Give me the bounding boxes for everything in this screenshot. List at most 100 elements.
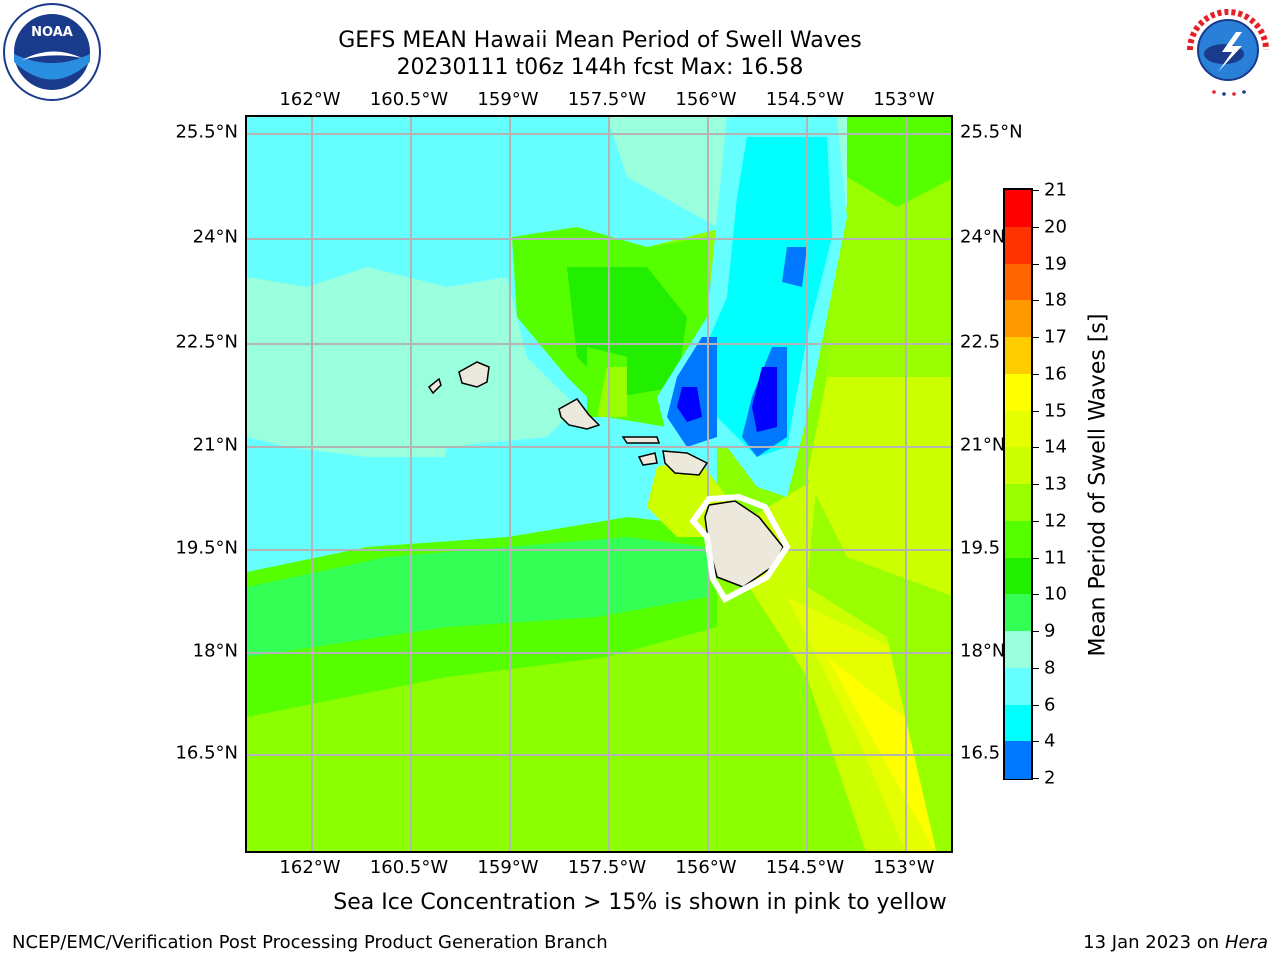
lon-label-bottom: 157.5°W xyxy=(567,857,647,878)
lon-label-bottom: 160.5°W xyxy=(369,857,449,878)
colorbar-segment xyxy=(1005,337,1031,375)
sea-ice-note: Sea Ice Concentration > 15% is shown in … xyxy=(333,890,947,915)
colorbar-label: Mean Period of Swell Waves [s] xyxy=(1085,313,1111,657)
colorbar-tick-mark xyxy=(1031,704,1039,706)
lat-label-left: 19.5°N xyxy=(175,537,238,559)
colorbar-tick-mark xyxy=(1031,484,1039,485)
lon-label-bottom: 159°W xyxy=(477,857,539,878)
colorbar-tick-label: 16 xyxy=(1044,363,1067,385)
colorbar-tick-label: 21 xyxy=(1044,179,1067,201)
lon-label-bottom: 162°W xyxy=(279,857,341,878)
colorbar-tick-label: 17 xyxy=(1044,326,1067,348)
lat-label-right: 24°N xyxy=(960,226,1006,248)
colorbar-segment xyxy=(1005,190,1031,228)
colorbar-tick-label: 2 xyxy=(1044,767,1056,789)
colorbar-tick-label: 19 xyxy=(1044,253,1067,274)
colorbar-tick-mark xyxy=(1031,410,1039,412)
colorbar-segment xyxy=(1005,667,1031,705)
colorbar-segment xyxy=(1005,484,1031,522)
map-title: GEFS MEAN Hawaii Mean Period of Swell Wa… xyxy=(338,28,862,53)
colorbar-tick-label: 10 xyxy=(1044,583,1067,605)
footer-branch: NCEP/EMC/Verification Post Processing Pr… xyxy=(12,932,608,953)
island-oahu xyxy=(558,398,601,430)
lon-label-top: 156°W xyxy=(675,89,737,110)
colorbar-segment xyxy=(1005,226,1031,264)
colorbar-tick-mark xyxy=(1031,778,1039,779)
lon-label-top: 157.5°W xyxy=(567,89,647,110)
island-hawaii-big-island xyxy=(704,500,784,588)
noaa-logo-text: NOAA xyxy=(31,25,73,40)
footer-date: 13 Jan 2023 on Hera xyxy=(1083,932,1268,953)
colorbar-tick-mark xyxy=(1031,190,1039,191)
colorbar-segment xyxy=(1005,300,1031,338)
colorbar-tick-mark xyxy=(1031,226,1039,228)
lon-label-top: 160.5°W xyxy=(369,89,449,110)
island-maui xyxy=(662,450,709,476)
lat-label-left: 25.5°N xyxy=(175,121,238,143)
lon-label-bottom: 153°W xyxy=(873,857,935,878)
colorbar-tick-label: 8 xyxy=(1044,657,1056,679)
colorbar-segment xyxy=(1005,594,1031,632)
colorbar-segment xyxy=(1005,263,1031,301)
lat-label-right: 16.5 xyxy=(960,742,1001,764)
colorbar-segment xyxy=(1005,447,1031,485)
island-niihau xyxy=(427,377,442,395)
lat-label-right: 21°N xyxy=(960,434,1006,456)
colorbar-tick-label: 6 xyxy=(1044,694,1056,715)
colorbar-tick-mark xyxy=(1031,447,1039,449)
colorbar-tick-mark xyxy=(1031,300,1039,302)
colorbar-tick-mark xyxy=(1031,373,1039,375)
lon-label-top: 162°W xyxy=(279,89,341,110)
island-molokai xyxy=(621,436,661,444)
lat-label-left: 22.5°N xyxy=(175,331,238,353)
lat-label-right: 19.5 xyxy=(960,537,1001,559)
colorbar-tick-label: 12 xyxy=(1044,510,1067,532)
colorbar-segment xyxy=(1005,410,1031,448)
colorbar-segment xyxy=(1005,631,1031,669)
colorbar-tick-mark xyxy=(1031,520,1039,522)
colorbar-tick-mark xyxy=(1031,741,1039,743)
colorbar xyxy=(1003,188,1033,780)
lat-label-left: 24°N xyxy=(192,226,238,248)
lat-label-left: 18°N xyxy=(192,640,238,662)
lon-label-top: 154.5°W xyxy=(765,89,845,110)
lat-label-left: 21°N xyxy=(192,434,238,456)
colorbar-tick-label: 15 xyxy=(1044,400,1067,421)
lon-label-bottom: 154.5°W xyxy=(765,857,845,878)
island-lanai xyxy=(637,452,658,466)
colorbar-segment xyxy=(1005,557,1031,595)
lat-label-right: 22.5 xyxy=(960,331,1001,353)
lat-label-right: 25.5°N xyxy=(960,121,1023,143)
lon-label-top: 153°W xyxy=(873,89,935,110)
colorbar-tick-label: 20 xyxy=(1044,216,1067,238)
colorbar-tick-label: 18 xyxy=(1044,289,1067,311)
colorbar-tick-label: 9 xyxy=(1044,620,1056,642)
swell-period-map xyxy=(245,115,953,853)
colorbar-tick-mark xyxy=(1031,594,1039,596)
hawaiian-islands xyxy=(427,361,784,588)
lon-label-top: 159°W xyxy=(477,89,539,110)
colorbar-tick-mark xyxy=(1031,557,1039,559)
map-subtitle: 20230111 t06z 144h fcst Max: 16.58 xyxy=(396,55,804,80)
swell-period-field xyxy=(247,117,951,851)
colorbar-tick-mark xyxy=(1031,631,1039,632)
noaa-logo: NOAA xyxy=(2,2,102,102)
colorbar-tick-label: 13 xyxy=(1044,473,1067,495)
lat-label-right: 18°N xyxy=(960,640,1006,662)
colorbar-segment xyxy=(1005,520,1031,558)
colorbar-tick-label: 14 xyxy=(1044,436,1067,458)
colorbar-tick-mark xyxy=(1031,263,1039,265)
nws-logo xyxy=(1178,2,1278,102)
colorbar-tick-label: 4 xyxy=(1044,730,1056,752)
lat-label-left: 16.5°N xyxy=(175,742,238,764)
colorbar-tick-label: 11 xyxy=(1044,547,1067,568)
colorbar-tick-mark xyxy=(1031,667,1039,669)
island-kauai xyxy=(458,361,490,388)
grid-lines xyxy=(247,117,951,851)
footer-host: Hera xyxy=(1224,932,1268,953)
colorbar-segment xyxy=(1005,704,1031,742)
footer-date-text: 13 Jan 2023 on xyxy=(1083,932,1225,953)
colorbar-segment xyxy=(1005,741,1031,779)
lon-label-bottom: 156°W xyxy=(675,857,737,878)
colorbar-tick-mark xyxy=(1031,337,1039,338)
